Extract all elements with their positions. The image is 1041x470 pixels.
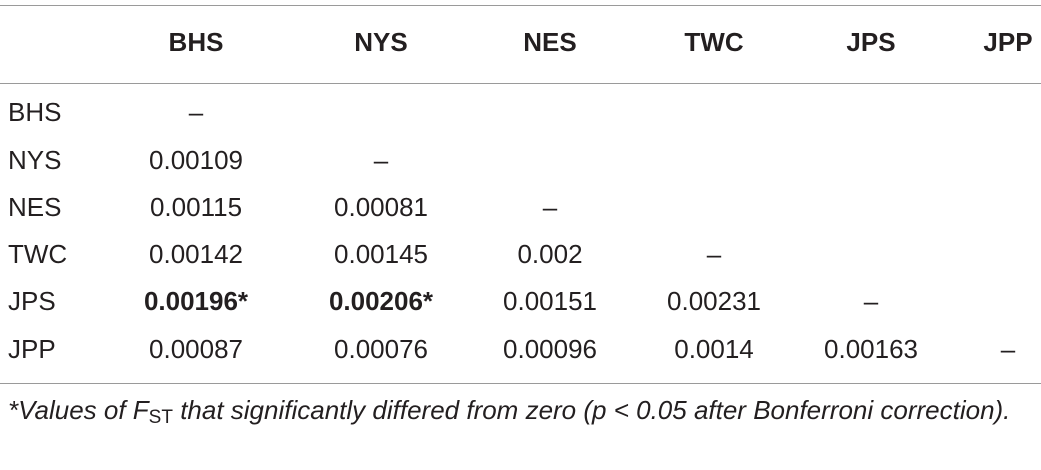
column-header: JPP [983,27,1033,57]
row-label: BHS [8,97,62,127]
row-label: NYS [8,145,62,175]
bottom-rule [0,383,1041,384]
column-header: NES [523,27,577,57]
footnote-text: that significantly differed from zero (p… [180,395,1011,425]
column-header: NYS [354,27,408,57]
table-cell: – [863,286,879,316]
table-cell: – [706,239,722,269]
table-cell: 0.00076 [334,334,428,364]
column-header: TWC [684,27,744,57]
table-cell: 0.00206* [328,286,434,316]
table-cell: 0.00096 [503,334,597,364]
row-label: TWC [8,239,68,269]
table-cell: 0.00087 [149,334,243,364]
column-header: BHS [168,27,224,57]
row-label: NES [8,192,62,222]
table-cell: – [188,97,204,127]
table-cell: – [1000,334,1016,364]
row-label: JPS [8,286,56,316]
table-cell: 0.00081 [334,192,428,222]
header-rule [0,83,1041,84]
table-cell: 0.00163 [824,334,918,364]
table-cell: 0.00145 [334,239,428,269]
table-cell: 0.00142 [149,239,243,269]
footnote-subscript: ST [148,407,173,428]
table-cell: – [373,145,389,175]
table-cell: 0.0014 [674,334,754,364]
row-label: JPP [8,334,56,364]
table-cell: 0.00151 [503,286,597,316]
table-cell: 0.00196* [143,286,249,316]
top-rule [0,5,1041,6]
footnote: *Values of FST that significantly differ… [8,393,1033,428]
table-cell: 0.00109 [149,145,243,175]
table-cell: – [542,192,558,222]
footnote-text: *Values of F [8,395,149,425]
column-header: JPS [846,27,896,57]
table-cell: 0.00231 [667,286,761,316]
table-cell: 0.002 [517,239,583,269]
table-cell: 0.00115 [149,192,243,222]
